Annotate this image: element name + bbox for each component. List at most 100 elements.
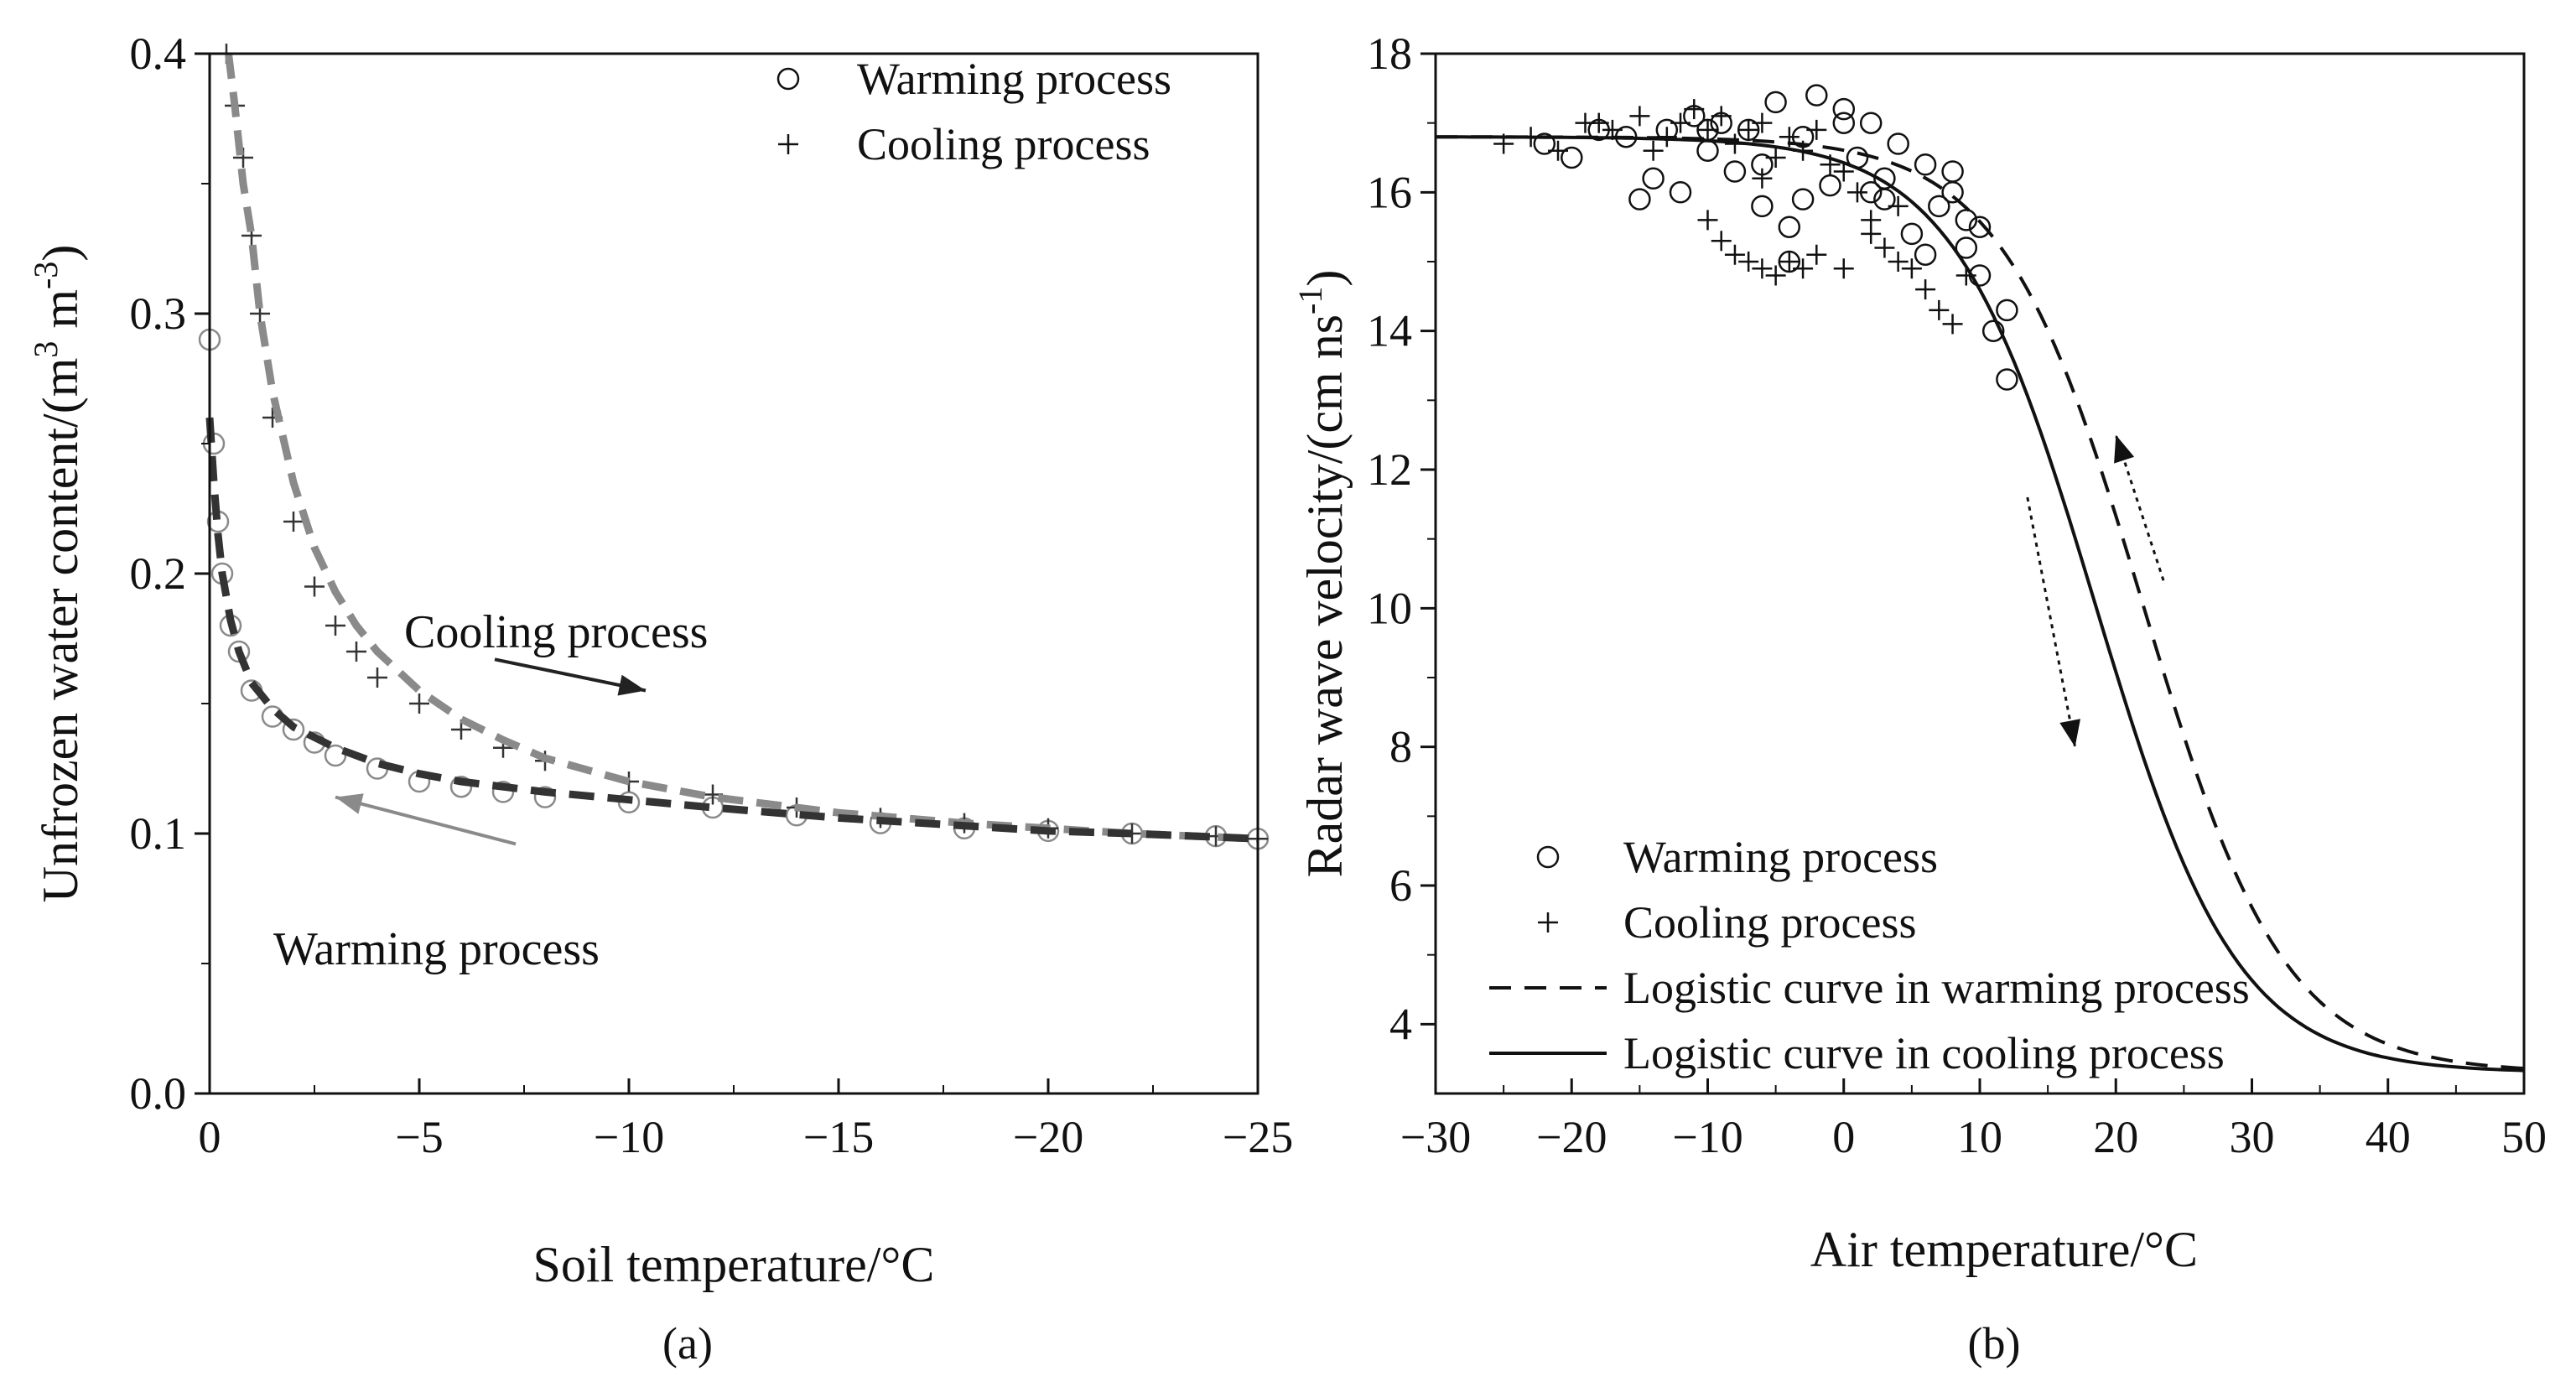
- data-point-circle: [1561, 146, 1583, 169]
- data-point-plus: [1629, 106, 1650, 127]
- x-tick-label: −15: [803, 1112, 874, 1162]
- x-tick-label: 0: [199, 1112, 221, 1162]
- data-point-plus: [1901, 258, 1922, 279]
- panel-b: −30 −20 −10 0 10 20 30 40 50 4 6 8 10 12 14 16 18 Air te…: [1291, 29, 2547, 1369]
- data-point-plus: [1779, 252, 1800, 272]
- data-point-plus: [1861, 223, 1882, 244]
- panel-a-y-axis-label: Unfrozen water content/(m3 m-3): [27, 245, 88, 903]
- data-point-plus: [1588, 112, 1609, 133]
- data-point-plus: [1548, 140, 1569, 161]
- data-point-circle: [1900, 222, 1924, 246]
- panel-b-label: (b): [1968, 1318, 2021, 1369]
- data-point-circle: [1805, 84, 1828, 106]
- y-tick-label: 12: [1367, 444, 1412, 495]
- panel-b-annotation-arrows: [2026, 434, 2165, 747]
- panel-a: 0 −5 −10 −15 −20 −25 0.0 0.1 0.2 0.3 0.4 Soil temp…: [27, 29, 1293, 1369]
- data-point-circle: [1642, 167, 1665, 190]
- y-tick-label: 0.3: [130, 288, 187, 339]
- data-point-plus: [1711, 231, 1732, 252]
- data-point-circle: [282, 718, 305, 741]
- data-point-plus: [1684, 99, 1705, 120]
- fit-curve: [205, 417, 1259, 843]
- annotation-arrow-head: [335, 793, 364, 814]
- panel-a-x-axis-label: Soil temperature/°C: [533, 1237, 935, 1292]
- y-tick-label: 8: [1389, 722, 1412, 772]
- data-point-circle: [1832, 97, 1856, 121]
- x-tick-label: −5: [395, 1112, 443, 1162]
- y-tick-label: 16: [1367, 167, 1412, 217]
- y-tick-label: 10: [1367, 583, 1412, 633]
- data-point-circle: [449, 775, 473, 798]
- data-point-plus: [1846, 182, 1867, 203]
- data-point-circle: [1941, 160, 1964, 183]
- data-point-plus: [1888, 195, 1909, 216]
- annotation-arrow-head: [617, 674, 646, 696]
- data-point-circle: [1968, 216, 1992, 238]
- panel-a-label: (a): [662, 1318, 713, 1369]
- panel-a-legend: Warming process Cooling process: [776, 54, 1171, 169]
- data-point-circle: [1928, 195, 1950, 218]
- x-tick-label: −25: [1223, 1112, 1293, 1162]
- data-point-circle: [1723, 160, 1747, 183]
- panel-a-plot-area: [198, 44, 1270, 850]
- data-point-plus: [1833, 258, 1854, 279]
- y-tick-label: 0.0: [130, 1068, 187, 1119]
- data-point-plus: [1697, 119, 1718, 140]
- panel-b-legend: Warming process Cooling process Logistic…: [1489, 832, 2250, 1078]
- panel-b-legend-plus-marker: [1538, 912, 1558, 932]
- data-point-plus: [1888, 252, 1909, 272]
- panel-b-plot-area: [1436, 84, 2525, 1073]
- data-point-circle: [1819, 174, 1841, 197]
- annotation-arrow-head: [2114, 434, 2135, 464]
- x-tick-label: 40: [2366, 1112, 2411, 1162]
- data-point-plus: [1915, 279, 1936, 300]
- panel-b-legend-cooling-curve: Logistic curve in cooling process: [1623, 1028, 2225, 1078]
- data-point-circle: [1914, 153, 1937, 176]
- panel-b-legend-warming: Warming process: [1623, 832, 1938, 882]
- data-point-plus: [367, 668, 387, 688]
- data-point-plus: [1929, 299, 1950, 320]
- data-point-circle: [1533, 132, 1556, 155]
- x-tick-label: 50: [2501, 1112, 2547, 1162]
- x-tick-label: −10: [594, 1112, 664, 1162]
- data-point-circle: [324, 744, 347, 767]
- data-point-circle: [1791, 188, 1815, 210]
- x-tick-label: −20: [1013, 1112, 1083, 1162]
- data-point-plus: [1724, 244, 1745, 265]
- y-tick-label: 0.4: [130, 29, 187, 79]
- data-point-circle: [1628, 188, 1651, 210]
- x-tick-label: 0: [1832, 1112, 1855, 1162]
- panel-a-legend-warming: Warming process: [857, 54, 1171, 104]
- panel-b-ticks: −30 −20 −10 0 10 20 30 40 50 4 6 8 10 12 14 16 18: [1367, 29, 2547, 1162]
- data-point-plus: [1670, 112, 1691, 133]
- y-tick-label: 14: [1367, 306, 1412, 356]
- data-point-plus: [283, 512, 304, 532]
- data-point-plus: [1765, 148, 1786, 168]
- data-point-plus: [1806, 244, 1827, 265]
- data-point-circle: [1669, 181, 1692, 204]
- x-tick-label: 30: [2230, 1112, 2275, 1162]
- annotation-arrow-line: [2114, 434, 2165, 581]
- logistic-curve: [1436, 135, 2525, 1073]
- data-point-plus: [1874, 237, 1895, 258]
- panel-b-x-axis-label: Air temperature/°C: [1810, 1222, 2198, 1277]
- data-point-plus: [1793, 258, 1814, 279]
- data-point-plus: [1752, 258, 1773, 279]
- data-point-plus: [1752, 112, 1773, 133]
- data-point-circle: [533, 786, 557, 808]
- data-point-circle: [1873, 167, 1896, 190]
- panel-a-legend-circle-marker: [776, 67, 800, 91]
- data-point-circle: [1751, 195, 1774, 218]
- y-tick-label: 0.1: [130, 808, 187, 859]
- panel-a-annotation-cooling: Cooling process: [404, 606, 708, 658]
- data-point-circle: [1955, 236, 1978, 259]
- data-point-plus: [1806, 119, 1827, 140]
- y-tick-label: 0.2: [130, 548, 187, 599]
- data-point-plus: [1833, 161, 1854, 182]
- data-point-circle: [1764, 91, 1787, 114]
- annotation-arrow-line: [335, 795, 517, 846]
- panel-b-legend-circle-marker: [1536, 845, 1560, 869]
- panel-b-y-axis-label: Radar wave velocity/(cm ns-1): [1291, 270, 1353, 878]
